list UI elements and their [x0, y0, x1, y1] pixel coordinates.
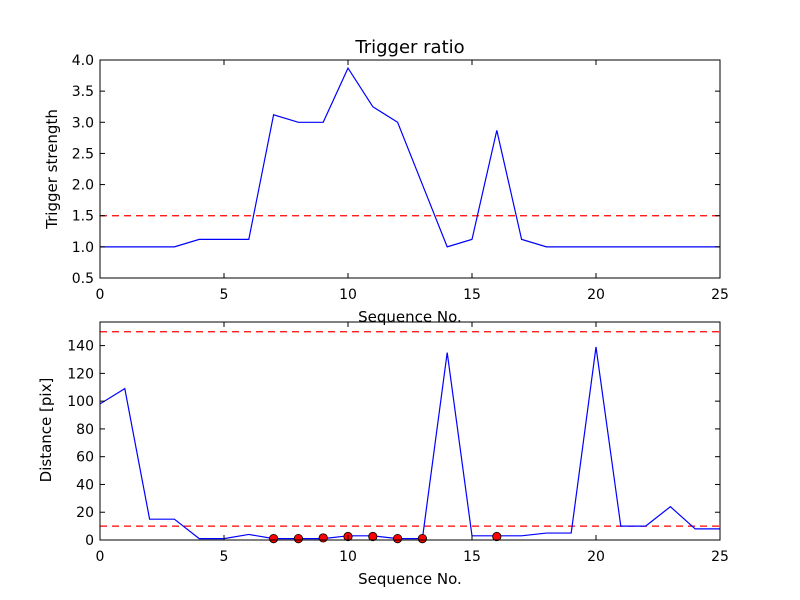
y-tick-label: 0.5: [72, 271, 94, 287]
data-point-marker: [368, 531, 378, 542]
x-tick-label: 15: [463, 287, 481, 303]
x-tick-label: 25: [711, 549, 729, 565]
x-tick-label: 20: [587, 549, 605, 565]
x-tick-label: 0: [96, 287, 105, 303]
y-tick-label: 2.5: [72, 146, 94, 162]
plot-frame: [99, 59, 721, 279]
distance-chart: 0 5 10 15 20 25 0 20 40 60 80 100 120 140 Sequence No…: [37, 321, 729, 588]
data-point-marker: [318, 533, 328, 543]
y-axis-label: Trigger strength: [43, 109, 61, 230]
y-tick-label: 1.5: [72, 209, 94, 225]
series-line: [100, 66, 720, 248]
plot-area: [100, 331, 720, 540]
x-tick-label: 10: [339, 549, 357, 565]
y-tick-label: 60: [76, 450, 94, 466]
x-tick-label: 5: [220, 549, 229, 565]
ticks-layer: 0 5 10 15 20 25 0.5 1.0 1.5 2.0 2.5 3.0 3.5 4.0: [72, 53, 729, 303]
chart-title: Trigger ratio: [354, 37, 464, 58]
data-point-marker: [392, 534, 403, 544]
y-tick-label: 80: [76, 422, 94, 438]
data-point-marker: [417, 534, 427, 544]
x-axis-label: Sequence No.: [358, 308, 462, 326]
y-tick-label: 40: [76, 477, 94, 493]
x-tick-label: 0: [96, 549, 105, 565]
plot-frame: [99, 321, 721, 541]
y-tick-label: 3.5: [72, 84, 94, 100]
y-tick-label: 20: [76, 505, 94, 521]
series-line: [100, 346, 720, 540]
y-tick-label: 120: [67, 366, 94, 382]
y-tick-label: 2.0: [72, 178, 94, 194]
y-tick-label: 100: [67, 394, 94, 410]
x-axis-label: Sequence No.: [358, 570, 462, 588]
x-tick-label: 10: [339, 287, 357, 303]
y-tick-label: 3.0: [72, 115, 94, 131]
data-point-marker: [492, 531, 502, 542]
series-layer: [100, 331, 720, 544]
data-point-marker: [293, 534, 303, 544]
trigger-ratio-chart: Trigger ratio 0 5 10 15 20 25 0.5 1.0 1.5 2.0 2.5 3…: [43, 37, 729, 326]
y-axis-label: Distance [pix]: [37, 378, 55, 483]
y-tick-label: 140: [67, 339, 94, 355]
series-layer: [100, 66, 720, 248]
x-tick-label: 15: [463, 549, 481, 565]
y-tick-label: 1.0: [72, 240, 94, 256]
x-tick-label: 25: [711, 287, 729, 303]
y-tick-label: 4.0: [72, 53, 94, 69]
data-point-marker: [268, 534, 279, 544]
y-tick-label: 0: [85, 533, 94, 549]
x-tick-label: 20: [587, 287, 605, 303]
plot-area: [100, 66, 720, 248]
ticks-layer: 0 5 10 15 20 25 0 20 40 60 80 100 120 140: [67, 321, 729, 565]
x-tick-label: 5: [220, 287, 229, 303]
